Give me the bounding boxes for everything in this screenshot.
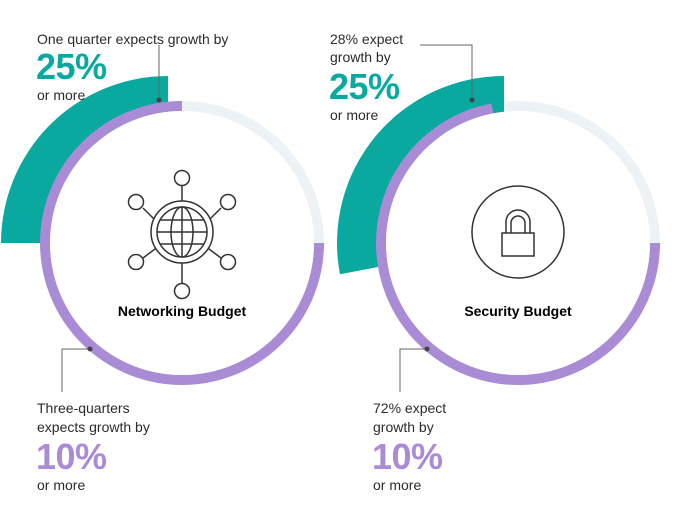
networking-top-leader-dot xyxy=(156,97,162,103)
networking-bottom-callout-value: 10% xyxy=(36,436,107,477)
padlock-icon xyxy=(471,185,565,279)
security-bottom-callout-lead-line2: growth by xyxy=(373,419,434,435)
security-bottom-leader-dot xyxy=(424,346,430,352)
networking-bottom-leader-dot xyxy=(87,346,93,352)
networking-budget-label: Networking Budget xyxy=(118,303,247,319)
security-bottom-callout-value: 10% xyxy=(372,436,443,477)
security-top-leader xyxy=(420,44,473,100)
security-top-callout-lead-line2: growth by xyxy=(330,49,391,65)
security-bottom-leader xyxy=(399,348,427,392)
security-top-leader-dot xyxy=(469,97,475,103)
networking-bottom-callout-tail: or more xyxy=(37,477,86,493)
security-top-callout-tail: or more xyxy=(330,107,379,123)
security-72pct-segment xyxy=(376,103,660,385)
security-donut xyxy=(337,76,660,385)
networking-10pct-segment xyxy=(40,101,324,385)
networking-top-callout-tail: or more xyxy=(37,87,86,103)
security-bottom-callout-lead-line1: 72% expect xyxy=(373,400,447,416)
security-top-callout-value: 25% xyxy=(329,66,400,107)
networking-bottom-callout-lead-line2: expects growth by xyxy=(37,419,150,435)
security-budget-label: Security Budget xyxy=(464,303,572,319)
networking-top-callout-lead: One quarter expects growth by xyxy=(37,31,229,47)
networking-bottom-leader xyxy=(61,348,90,392)
network-globe-icon xyxy=(127,169,237,300)
security-top-callout-lead-line1: 28% expect xyxy=(330,31,404,47)
networking-bottom-callout-lead-line1: Three-quarters xyxy=(37,400,130,416)
security-inner-fill xyxy=(386,111,650,375)
security-bottom-callout-tail: or more xyxy=(373,477,422,493)
networking-top-callout-value: 25% xyxy=(36,46,107,87)
